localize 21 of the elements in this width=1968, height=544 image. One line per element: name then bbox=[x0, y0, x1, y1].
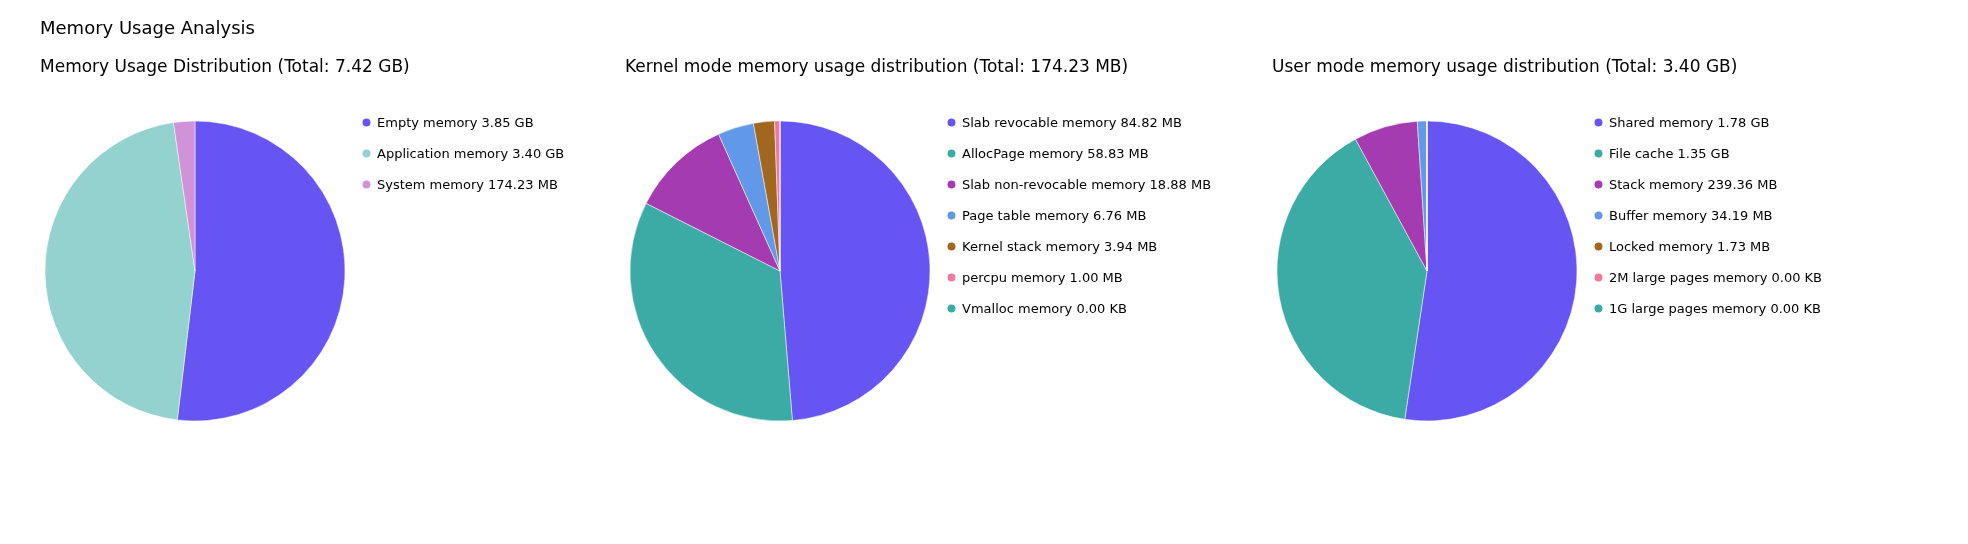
chart-title: Kernel mode memory usage distribution (Total: 174.23 MB) bbox=[625, 56, 1129, 76]
legend-label: System memory 174.23 MB bbox=[377, 176, 558, 192]
chart-title: User mode memory usage distribution (Total: 3.40 GB) bbox=[1272, 56, 1738, 76]
legend-label: Kernel stack memory 3.94 MB bbox=[962, 238, 1158, 254]
legend-label: AllocPage memory 58.83 MB bbox=[962, 145, 1149, 161]
text: Memory Usage Analysis bbox=[40, 17, 255, 38]
legend-label: Locked memory 1.73 MB bbox=[1609, 238, 1771, 254]
legend-label: 1G large pages memory 0.00 KB bbox=[1609, 300, 1821, 316]
legend-label: Stack memory 239.36 MB bbox=[1609, 176, 1778, 192]
legend-label: Vmalloc memory 0.00 KB bbox=[962, 300, 1127, 316]
legend-label: 2M large pages memory 0.00 KB bbox=[1609, 269, 1823, 285]
legend-label: percpu memory 1.00 MB bbox=[962, 269, 1123, 285]
legend-label: Shared memory 1.78 GB bbox=[1609, 114, 1770, 130]
legend-label: Slab revocable memory 84.82 MB bbox=[962, 114, 1182, 130]
legend-label: Page table memory 6.76 MB bbox=[962, 207, 1147, 223]
legend-label: Buffer memory 34.19 MB bbox=[1609, 207, 1773, 223]
legend-label: Slab non-revocable memory 18.88 MB bbox=[962, 176, 1212, 192]
legend-label: Empty memory 3.85 GB bbox=[377, 114, 534, 130]
legend-label: File cache 1.35 GB bbox=[1609, 145, 1730, 161]
legend-label: Application memory 3.40 GB bbox=[377, 145, 565, 161]
chart-title: Memory Usage Distribution (Total: 7.42 GB) bbox=[40, 56, 410, 76]
